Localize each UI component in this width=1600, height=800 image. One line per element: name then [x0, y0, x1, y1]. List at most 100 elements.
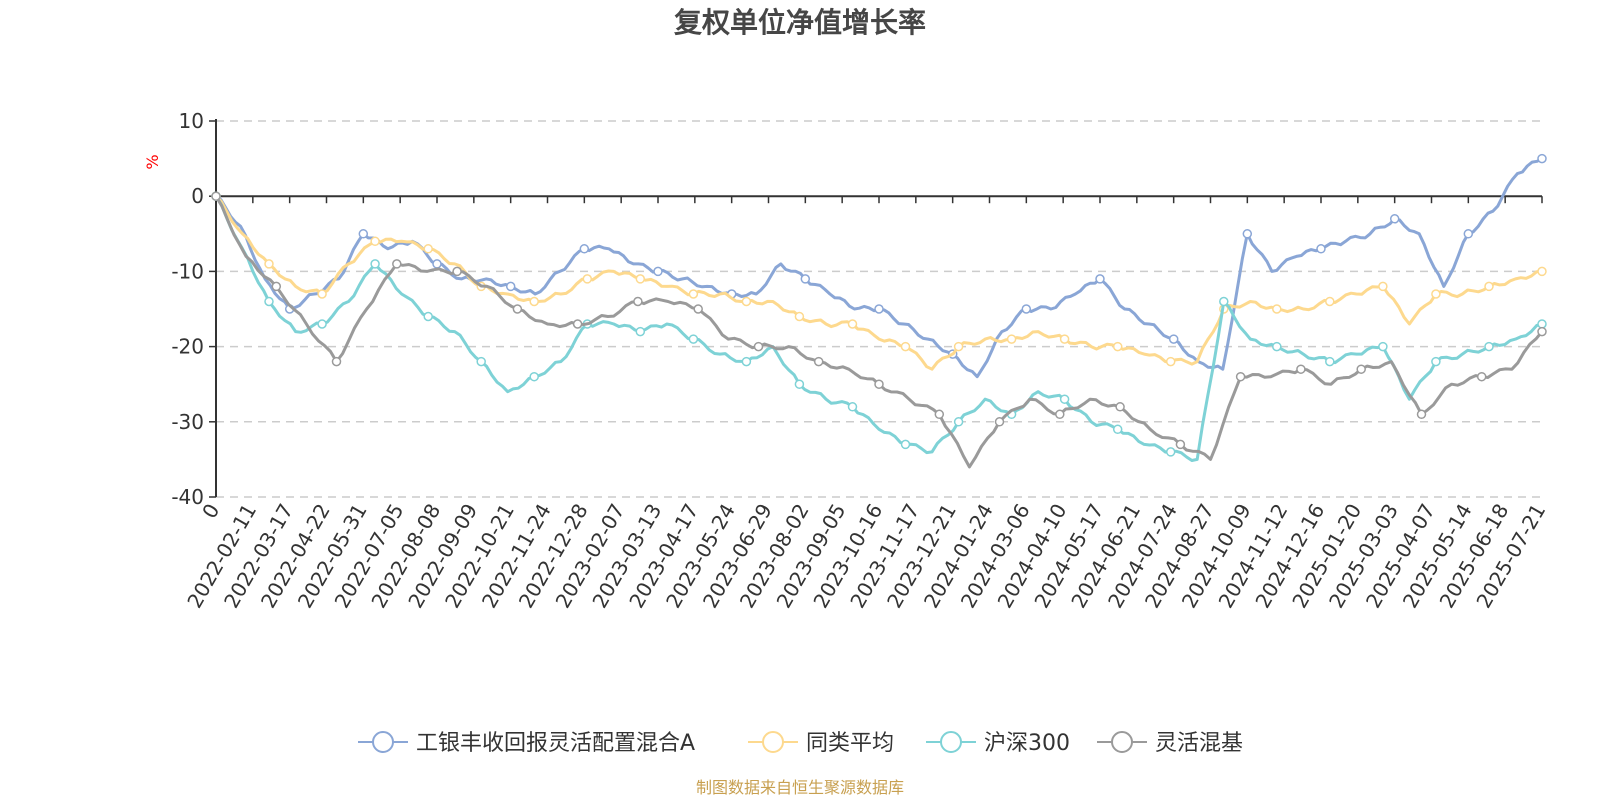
data-point: [1356, 364, 1366, 374]
data-point: [392, 259, 402, 269]
data-point: [452, 266, 462, 277]
data-point: [1059, 394, 1070, 404]
data-point: [211, 191, 221, 201]
data-point: [476, 356, 486, 367]
data-point: [579, 244, 590, 254]
data-point: [1112, 341, 1123, 352]
legend-item-1[interactable]: 同类平均: [748, 731, 894, 756]
y-tick-label: -40: [171, 485, 204, 509]
data-point: [1463, 229, 1474, 239]
data-point: [953, 341, 964, 352]
legend-label: 工银丰收回报灵活配置混合A: [416, 731, 695, 756]
data-point: [1537, 266, 1547, 277]
legend-item-2[interactable]: 沪深300: [926, 731, 1070, 756]
data-point: [874, 379, 884, 389]
legend-item-0[interactable]: 工银丰收回报灵活配置混合A: [358, 731, 695, 756]
data-point: [358, 229, 369, 239]
series-line-2: [214, 195, 1543, 462]
legend-marker-icon: [940, 731, 962, 753]
data-point: [423, 244, 433, 254]
data-point: [633, 296, 643, 307]
series-line-1: [214, 195, 1543, 371]
data-point: [1272, 304, 1282, 314]
data-point: [317, 319, 327, 329]
legend-label: 同类平均: [806, 731, 894, 756]
data-point: [1431, 289, 1441, 299]
data-point: [1175, 439, 1186, 450]
y-tick-label: -20: [171, 335, 204, 359]
data-point: [1242, 229, 1253, 239]
series-line-3: [214, 195, 1544, 469]
data-point: [1484, 341, 1494, 352]
data-point: [813, 356, 824, 367]
data-point: [1378, 341, 1388, 352]
data-point: [1165, 447, 1176, 457]
data-point: [317, 289, 327, 299]
data-point: [1112, 424, 1123, 435]
data-point: [529, 371, 539, 382]
data-point: [1095, 274, 1105, 284]
data-point: [271, 281, 282, 292]
data-point: [529, 296, 539, 307]
y-tick-label: 10: [179, 109, 204, 133]
data-point: [505, 281, 516, 292]
data-point: [264, 259, 274, 269]
data-point: [934, 409, 945, 420]
data-point: [1055, 409, 1065, 420]
data-point: [1168, 334, 1179, 344]
data-point: [331, 356, 342, 367]
y-tick-label: -30: [171, 410, 204, 434]
data-point: [1219, 296, 1229, 307]
data-point: [512, 304, 523, 314]
data-point: [370, 236, 380, 247]
data-point: [423, 311, 433, 322]
data-point: [635, 274, 646, 284]
data-point: [635, 326, 646, 337]
data-point: [1378, 281, 1388, 292]
data-point: [1296, 364, 1306, 374]
axes: 100-10-20-30-4002022-02-112022-03-172022…: [171, 109, 1550, 612]
data-point: [1115, 402, 1125, 412]
data-point: [900, 341, 911, 352]
data-point: [572, 319, 583, 329]
data-point: [1431, 356, 1441, 367]
legend[interactable]: 工银丰收回报灵活配置混合A 同类平均 沪深300 灵活混基: [358, 731, 1243, 756]
data-point: [794, 379, 805, 389]
data-point: [800, 274, 811, 284]
data-point: [1165, 356, 1176, 367]
data-point: [688, 334, 699, 344]
data-point: [753, 341, 764, 352]
data-point: [264, 296, 274, 307]
data-point: [1537, 319, 1547, 329]
data-point: [693, 304, 703, 314]
data-point: [1325, 356, 1335, 367]
legend-marker-icon: [372, 731, 394, 753]
data-point: [1059, 334, 1070, 344]
data-point: [432, 259, 442, 269]
y-tick-label: 0: [191, 184, 204, 208]
data-point: [953, 417, 964, 427]
data-point: [1006, 334, 1017, 344]
data-point: [874, 304, 884, 314]
data-point: [847, 319, 858, 329]
legend-label: 灵活混基: [1155, 731, 1243, 756]
data-point: [1389, 214, 1400, 224]
data-point: [900, 439, 911, 450]
data-point: [688, 289, 699, 299]
y-axis-unit: %: [143, 154, 162, 169]
legend-item-3[interactable]: 灵活混基: [1097, 731, 1243, 756]
y-tick-label: -10: [171, 259, 204, 283]
legend-marker-icon: [1111, 731, 1133, 753]
data-point: [582, 274, 593, 284]
data-source-note: 制图数据来自恒生聚源数据库: [696, 778, 904, 797]
data-point: [1235, 371, 1246, 382]
data-point: [1537, 153, 1547, 164]
data-point: [1021, 304, 1032, 314]
data-point: [847, 402, 858, 412]
x-tick-label: 0: [197, 500, 224, 523]
legend-marker-icon: [762, 731, 784, 753]
data-point: [1537, 326, 1547, 337]
series-lines: [211, 153, 1547, 469]
data-point: [370, 259, 380, 269]
